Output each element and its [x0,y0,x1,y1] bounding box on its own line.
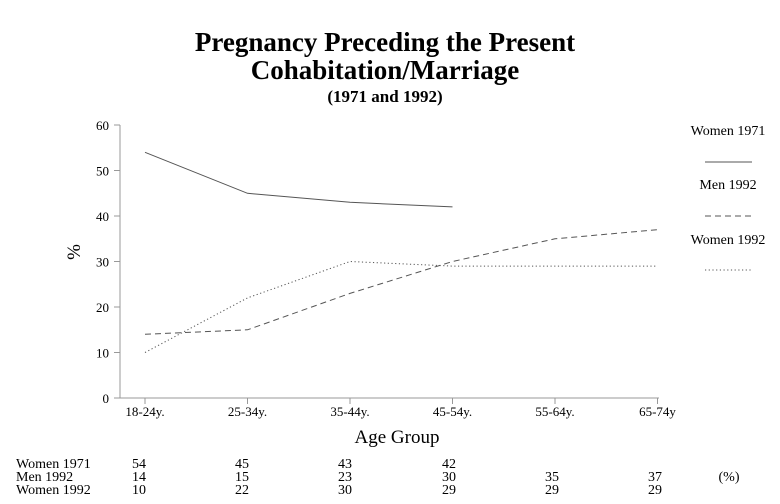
y-tick-label: 10 [96,346,109,361]
y-tick-label: 40 [96,209,109,224]
table-cell: 35 [545,470,559,485]
table-cell: 29 [442,483,456,498]
chart-subtitle: (1971 and 1992) [327,87,442,106]
table-cell: 54 [132,457,146,472]
x-tick-label: 18-24y. [125,404,164,419]
table-row-label: Women 1971 [16,457,91,472]
table-cell: 30 [442,470,456,485]
table-cell: 23 [338,470,352,485]
legend-label-men-1992: Men 1992 [699,178,756,193]
legend-label-women-1971: Women 1971 [691,124,766,139]
table-unit: (%) [719,470,740,485]
x-tick-label: 55-64y. [535,404,574,419]
x-ticks: 18-24y. 25-34y. 35-44y. 45-54y. 55-64y. 65-74… [125,398,676,419]
table-cell: 30 [338,483,352,498]
legend-label-women-1992: Women 1992 [691,233,766,248]
table-row-label: Women 1992 [16,483,91,498]
table-cell: 15 [235,470,249,485]
y-tick-label: 60 [96,118,109,133]
table-cell: 29 [545,483,559,498]
y-tick-label: 20 [96,300,109,315]
series-line-men-1992 [144,229,658,335]
table-row-label: Men 1992 [16,470,73,485]
x-tick-label: 65-74y [639,404,676,419]
x-tick-label: 35-44y. [330,404,369,419]
series-line-women-1992 [144,260,658,353]
table-cell: 29 [648,483,662,498]
y-tick-label: 30 [96,255,109,270]
table-cell: 10 [132,483,146,498]
y-ticks: 0 10 20 30 40 50 60 [96,118,120,406]
x-axis-label: Age Group [355,427,440,448]
table-cell: 43 [338,457,352,472]
x-tick-label: 45-54y. [433,404,472,419]
table-cell: 14 [132,470,146,485]
plot-series [144,151,658,353]
table-cell: 22 [235,483,249,498]
table-cell: 42 [442,457,456,472]
table-cell: 45 [235,457,249,472]
y-tick-label: 0 [103,391,110,406]
chart-title-line1: Pregnancy Preceding the Present [195,27,575,57]
legend: Women 1971 Men 1992 Women 1992 [691,124,766,271]
series-line-women-1971 [144,151,453,208]
y-tick-label: 50 [96,164,109,179]
chart-title-line2: Cohabitation/Marriage [251,55,519,85]
y-axis-label: % [64,244,85,260]
table-cell: 37 [648,470,662,485]
x-tick-label: 25-34y. [228,404,267,419]
